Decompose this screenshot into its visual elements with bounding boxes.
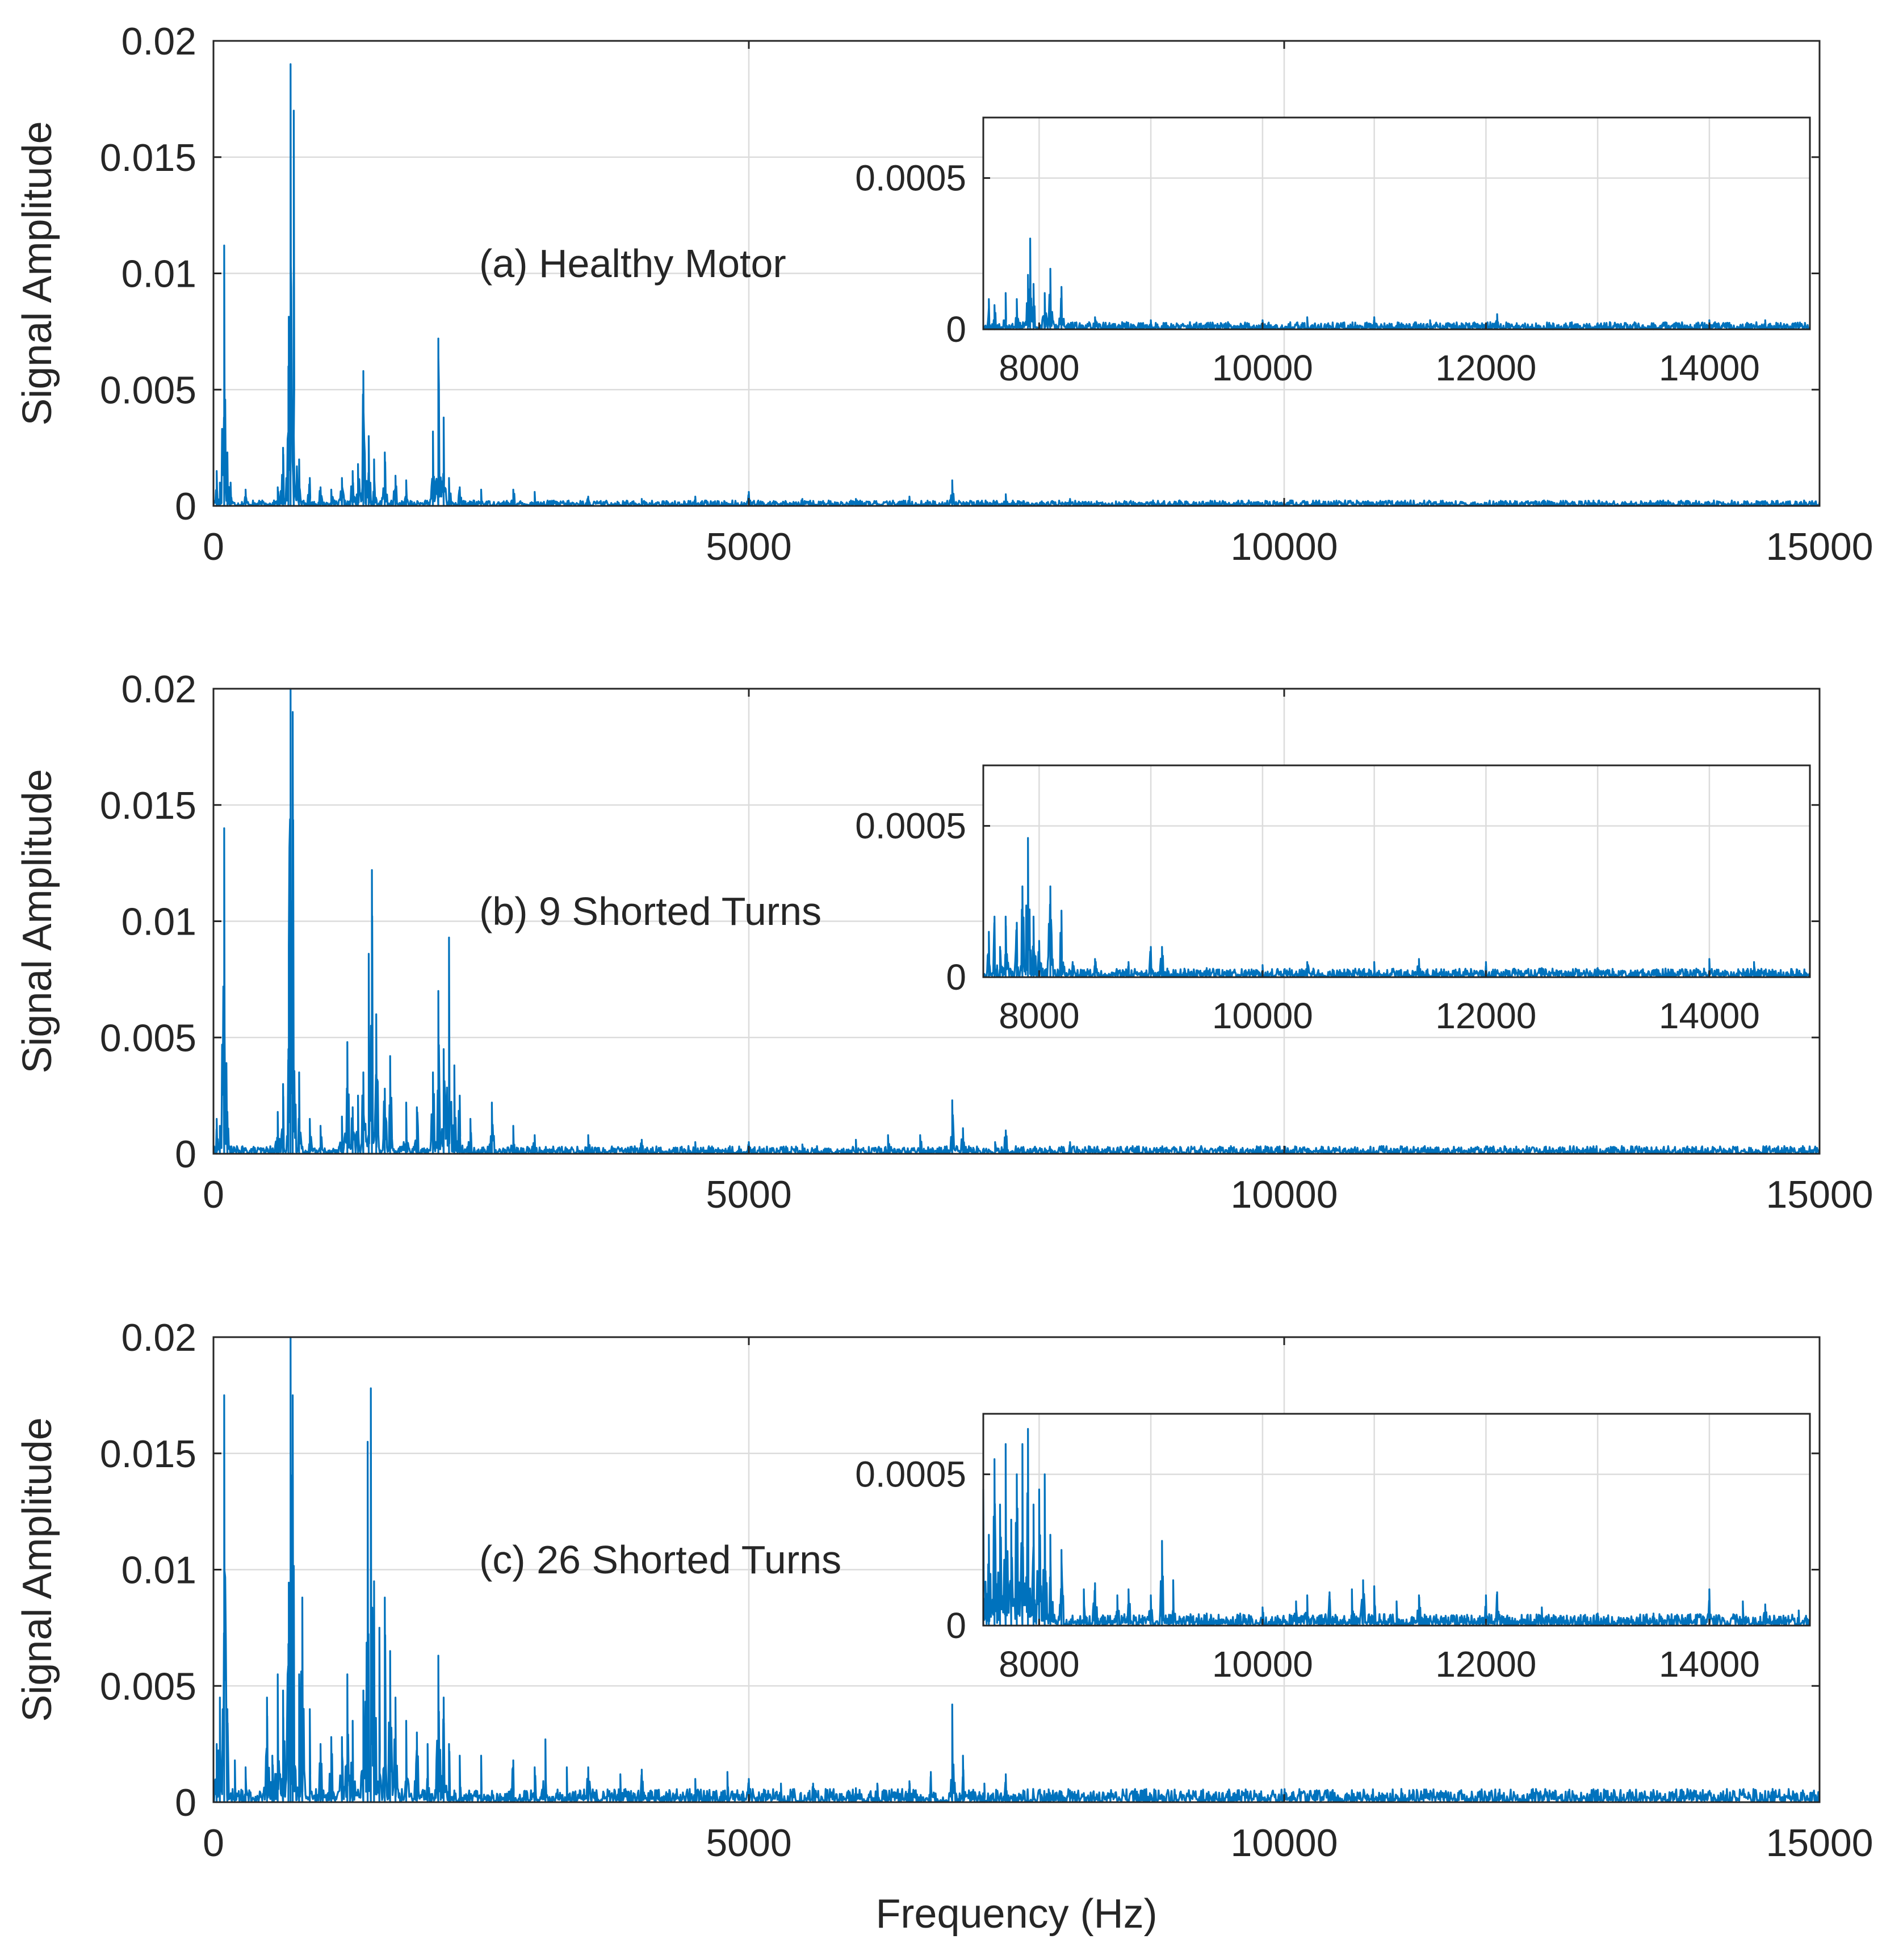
panel-a-ticks: 0 5000 10000 15000 0 0.005 0.01 0.015 0.02: [100, 20, 1873, 568]
panel-b-xtick-label-1: 5000: [706, 1173, 791, 1216]
panel-a-inset-ytick-label-1: 0.0005: [855, 158, 966, 199]
panel-b-xtick-label-2: 10000: [1230, 1173, 1338, 1216]
panel-c-inset-spectrum: [982, 1428, 1811, 1627]
panel-a-ytick-label-3: 0.015: [100, 136, 196, 179]
panel-b-spectrum: [212, 688, 1821, 1155]
panel-c-inset-ytick-label-0: 0: [946, 1605, 966, 1646]
panel-c-annotation: (c) 26 Shorted Turns: [479, 1538, 841, 1582]
panel-a-axes-frame: [212, 40, 1821, 507]
panel-b-inset-xtick-label-1: 10000: [1212, 995, 1313, 1036]
panel-c-inset: 8000 10000 12000 14000 0 0.0005: [855, 1413, 1811, 1685]
panel-b-ytick-label-0: 0: [175, 1133, 196, 1176]
panel-c-xtick-label-3: 15000: [1766, 1821, 1873, 1865]
panel-a-ytick-label-0: 0: [175, 485, 196, 528]
panel-a-inset: 8000 10000 12000 14000 0 0.0005: [855, 116, 1811, 388]
panel-c-ytick-label-4: 0.02: [121, 1316, 196, 1359]
panel-a-inset-background: [983, 118, 1810, 329]
panel-c-xtick-label-1: 5000: [706, 1821, 791, 1865]
panel-b-spectrum-line: [212, 688, 1821, 1155]
panel-b-xtick-label-0: 0: [203, 1173, 224, 1216]
panel-c-inset-xtick-label-2: 12000: [1435, 1644, 1536, 1685]
panel-b: 0 5000 10000 15000 0 0.005 0.01 0.015 0.02 Signa…: [15, 668, 1873, 1216]
panel-b-inset: 8000 10000 12000 14000 0 0.0005: [855, 764, 1811, 1036]
panel-a-ylabel: Signal Amplitude: [15, 121, 60, 425]
panel-a-inset-ticks: 8000 10000 12000 14000 0 0.0005: [855, 158, 1760, 388]
panel-a-ytick-label-2: 0.01: [121, 253, 196, 296]
panel-b-ytick-label-3: 0.015: [100, 784, 196, 827]
panel-a-inset-grid: [983, 118, 1810, 329]
panel-a-spectrum-line: [212, 63, 1821, 507]
panel-a-ytick-label-4: 0.02: [121, 20, 196, 63]
panel-a-inset-spectrum-line: [983, 237, 1810, 330]
panel-b-ytick-label-1: 0.005: [100, 1016, 196, 1059]
panel-b-annotation: (b) 9 Shorted Turns: [479, 889, 821, 933]
panel-a-inset-ytick-label-0: 0: [946, 309, 966, 350]
panel-c-axes-frame: [212, 1336, 1821, 1803]
panel-a-ytick-label-1: 0.005: [100, 368, 196, 412]
panel-b-inset-spectrum-line: [982, 837, 1811, 978]
panel-b-ticks: 0 5000 10000 15000 0 0.005 0.01 0.015 0.02: [100, 668, 1873, 1216]
panel-b-inset-ytick-label-1: 0.0005: [855, 806, 966, 847]
panel-b-axes-frame: [212, 688, 1821, 1155]
panel-b-ytick-label-4: 0.02: [121, 668, 196, 711]
panel-c-ytick-label-3: 0.015: [100, 1433, 196, 1476]
panel-c-inset-frame: [982, 1413, 1811, 1627]
panel-a-inset-xtick-label-1: 10000: [1212, 347, 1313, 388]
panel-c-ytick-label-0: 0: [175, 1781, 196, 1824]
panel-b-inset-xtick-label-3: 14000: [1659, 995, 1760, 1036]
panel-c-xtick-label-0: 0: [203, 1821, 224, 1865]
panel-b-inset-xtick-label-0: 8000: [999, 995, 1079, 1036]
panel-a: 0 5000 10000 15000 0 0.005 0.01 0.015 0.02 Signa…: [15, 20, 1873, 568]
panel-c-xtick-label-2: 10000: [1230, 1821, 1338, 1865]
panel-b-inset-grid: [983, 765, 1810, 977]
panel-b-inset-xtick-label-2: 12000: [1435, 995, 1536, 1036]
panel-a-xtick-label-1: 5000: [706, 525, 791, 568]
panel-c-inset-ytick-label-1: 0.0005: [855, 1454, 966, 1495]
panel-a-annotation: (a) Healthy Motor: [479, 241, 786, 286]
x-axis-label: Frequency (Hz): [875, 1891, 1157, 1937]
panel-a-xtick-label-0: 0: [203, 525, 224, 568]
panel-c-ticks: 0 5000 10000 15000 0 0.005 0.01 0.015 0.02: [100, 1316, 1873, 1865]
panel-a-inset-spectrum: [983, 237, 1810, 330]
panel-c-ytick-label-2: 0.01: [121, 1549, 196, 1592]
panel-a-inset-xtick-label-0: 8000: [999, 347, 1079, 388]
panel-c-inset-ticks: 8000 10000 12000 14000 0 0.0005: [855, 1454, 1760, 1685]
panel-c-inset-background: [983, 1414, 1810, 1626]
panel-c-inset-xtick-label-1: 10000: [1212, 1644, 1313, 1685]
panel-a-inset-xtick-label-2: 12000: [1435, 347, 1536, 388]
panel-c-ylabel: Signal Amplitude: [15, 1417, 60, 1722]
panel-b-inset-ytick-label-0: 0: [946, 957, 966, 998]
panel-a-xtick-label-3: 15000: [1766, 525, 1873, 568]
panel-a-xtick-label-2: 10000: [1230, 525, 1338, 568]
panel-c-inset-xtick-label-0: 8000: [999, 1644, 1079, 1685]
panel-c-inset-spectrum-line: [982, 1428, 1811, 1627]
panel-b-ytick-label-2: 0.01: [121, 901, 196, 944]
panel-c-ytick-label-1: 0.005: [100, 1665, 196, 1708]
panel-a-spectrum: [212, 63, 1821, 507]
panel-a-inset-xtick-label-3: 14000: [1659, 347, 1760, 388]
panel-b-inset-background: [983, 765, 1810, 977]
panel-b-inset-frame: [982, 764, 1811, 978]
panel-c: 0 5000 10000 15000 0 0.005 0.01 0.015 0.02 Signa…: [15, 1316, 1873, 1865]
panel-b-ylabel: Signal Amplitude: [15, 769, 60, 1073]
panel-a-inset-frame: [982, 116, 1811, 330]
panel-c-inset-xtick-label-3: 14000: [1659, 1644, 1760, 1685]
panel-b-inset-spectrum: [982, 837, 1811, 978]
panel-b-xtick-label-3: 15000: [1766, 1173, 1873, 1216]
panel-b-inset-ticks: 8000 10000 12000 14000 0 0.0005: [855, 806, 1760, 1036]
